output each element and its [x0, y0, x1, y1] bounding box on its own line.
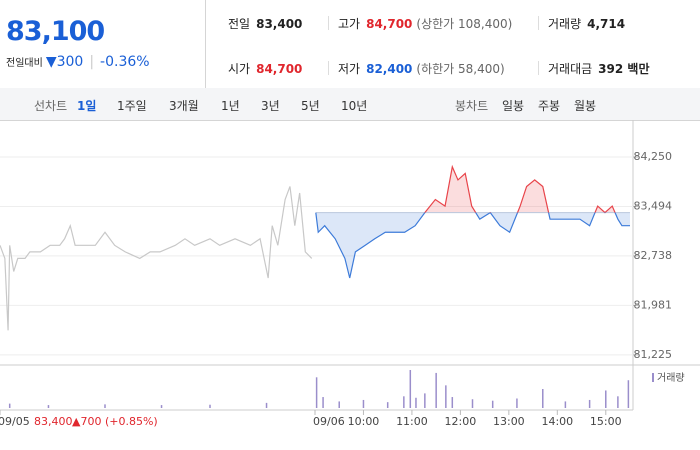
y-tick-label: 81,981: [634, 298, 673, 311]
volume-bar: [338, 401, 340, 408]
price-line-down: [315, 212, 630, 279]
volume-bar: [605, 390, 607, 408]
stat-value: 83,400: [256, 17, 303, 31]
tab[interactable]: 10년: [341, 99, 368, 113]
volume-bar: [588, 399, 591, 408]
volume-bar: [265, 402, 268, 408]
area-down: [315, 212, 630, 279]
tab[interactable]: 3년: [261, 99, 280, 113]
stat: 거래량 4,714: [548, 15, 625, 32]
change: 전일대비 ▼300 | -0.36%: [6, 54, 150, 70]
volume-bar: [564, 401, 567, 408]
tab-group-label: 선차트: [34, 99, 68, 113]
stat-value: 392 백만: [598, 62, 650, 76]
volume-bar: [8, 403, 11, 408]
tab[interactable]: 1일: [77, 99, 97, 113]
price-line: [0, 186, 313, 331]
tab[interactable]: 1년: [221, 99, 240, 113]
volume-bar: [415, 397, 417, 408]
volume-bar: [403, 396, 405, 408]
legend-swatch: [652, 373, 654, 382]
price-panel: 83,100 전일대비 ▼300 | -0.36%: [0, 0, 206, 88]
x-tick-label: 09/05: [0, 415, 30, 428]
stat-label: 고가: [338, 17, 361, 31]
y-tick-label: 81,225: [634, 348, 673, 361]
prev-close-label: 83,400: [34, 415, 73, 428]
y-tick-label: 82,738: [634, 249, 673, 262]
volume-bar: [471, 399, 474, 408]
volume-bar: [104, 404, 106, 408]
volume-bar: [209, 404, 211, 408]
x-tick-label: 11:00: [396, 415, 428, 428]
volume-bar: [47, 405, 50, 408]
x-tick-label: 12:00: [445, 415, 477, 428]
tab[interactable]: 일봉: [502, 99, 525, 113]
volume-bar: [315, 377, 318, 408]
stat: 저가 82,400 (하한가 58,400): [338, 60, 505, 77]
stat-value: 84,700: [366, 17, 413, 31]
period-tabs: 선차트 1일 1주일 3개월 1년 3년 5년 10년 봉차트 일봉 주봉 월봉: [0, 88, 700, 121]
y-tick-label: 84,250: [634, 150, 673, 163]
quote-header: 83,100 전일대비 ▼300 | -0.36% 전일 83,400 고가 84,700(…: [0, 0, 700, 89]
price: 83,100: [6, 16, 105, 47]
volume-bar: [516, 398, 518, 408]
volume-bar: [362, 399, 365, 408]
change-value: ▼300: [45, 54, 84, 70]
stat-note: (상한가 108,400): [416, 17, 513, 31]
tab[interactable]: 3개월: [169, 99, 199, 113]
stat-label: 시가: [228, 62, 251, 76]
chart: 84,250 83,494 82,738 81,981 81,225 09/05 09/06…: [0, 120, 700, 428]
tab-group-label: 봉차트: [455, 99, 489, 113]
stat: 고가 84,700 (상한가 108,400): [338, 15, 512, 32]
volume-bar: [160, 405, 163, 408]
stat-value: 82,400: [366, 62, 413, 76]
legend-label: 거래량: [657, 372, 685, 384]
x-tick-label: 09/06: [313, 415, 345, 428]
separator: [538, 16, 539, 30]
stat-label: 전일: [228, 17, 251, 31]
tab[interactable]: 1주일: [117, 99, 147, 113]
separator: [328, 61, 329, 75]
volume-bar: [424, 393, 426, 408]
change-rate: -0.36%: [100, 54, 150, 70]
volume-bar: [627, 380, 630, 408]
volume-bar: [386, 402, 389, 408]
stat-value: 4,714: [587, 17, 626, 31]
stat: 거래대금 392 백만: [548, 60, 649, 77]
price-line-up: [315, 164, 616, 213]
prev-change-label: ▲700 (+0.85%): [72, 415, 158, 428]
stat: 시가 84,700: [228, 60, 302, 77]
volume-bar: [435, 372, 437, 408]
stat-note: (하한가 58,400): [416, 62, 505, 76]
volume-bar: [451, 397, 454, 408]
x-tick-label: 14:00: [541, 415, 573, 428]
stat-label: 저가: [338, 62, 361, 76]
volume-bar: [491, 400, 494, 408]
x-tick-label: 13:00: [493, 415, 525, 428]
separator: [328, 16, 329, 30]
x-tick-label: 10:00: [348, 415, 380, 428]
separator: [538, 61, 539, 75]
x-tick-label: 15:00: [590, 415, 622, 428]
stat: 전일 83,400: [228, 15, 302, 32]
area-up: [315, 166, 630, 213]
stat-label: 거래대금: [548, 62, 593, 76]
tab[interactable]: 월봉: [574, 99, 597, 113]
volume-bar: [322, 397, 324, 408]
tab[interactable]: 주봉: [538, 99, 561, 113]
stat-value: 84,700: [256, 62, 303, 76]
tab[interactable]: 5년: [301, 99, 320, 113]
volume-bar: [409, 370, 412, 408]
change-label: 전일대비: [6, 58, 43, 69]
volume-bar: [542, 389, 544, 408]
volume-bar: [617, 396, 619, 408]
stat-label: 거래량: [548, 17, 582, 31]
volume-bar: [445, 385, 447, 408]
y-tick-label: 83,494: [634, 199, 673, 212]
